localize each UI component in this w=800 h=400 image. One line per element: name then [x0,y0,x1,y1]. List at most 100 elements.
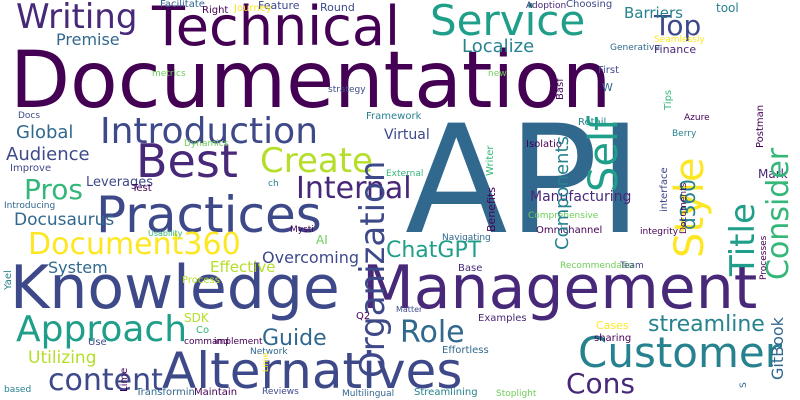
word-navigating: Documents [679,182,689,234]
word-metrics: Adoption [526,1,567,11]
word-right: Barriers [624,4,683,22]
word-adoption: Components [552,136,573,250]
word-chatgpt: Title [723,203,763,276]
word-yael: S [739,382,749,388]
word-finance: Choosing [566,0,613,10]
word-style: Q2 [356,311,371,322]
word-ai: Mark [758,167,788,181]
word-system: Writing [16,0,138,37]
word-process: sharing [594,333,632,344]
word-overcoming: Audience [6,144,90,165]
word-barriers: Utilizing [28,348,97,368]
word-azure: new [488,69,507,79]
word-transformin: Base [458,263,483,274]
word-top: Pros [24,173,84,206]
word-choosing: Premise [56,30,120,49]
word-api: API [405,94,643,268]
word-based: Omnichannel [536,225,603,236]
word-facilitate: GitBook [768,317,787,380]
word-sdk: Virtual [384,127,430,143]
word-benefits: Reviews [262,387,299,397]
word-effective: Localize [462,36,535,57]
word-cases: Mysti [290,225,314,235]
word-implement: Processes [759,235,769,280]
word-reviews: Team [620,261,644,271]
word-omnichannel: Improve [10,163,52,174]
word-effortless: Yael [3,270,14,290]
word-localize: streamline [648,312,765,337]
word-manufacturing: Postman [755,104,766,148]
word-use: External [386,169,424,179]
word-generative: tool [716,1,739,15]
word-internal: Role [400,315,465,350]
word-leverages: Framework [366,111,422,122]
word-new: Facilitate [160,0,205,10]
word-title: Cases [596,319,629,332]
word-first: Right [202,5,229,16]
word-gitbook: Network [250,347,288,357]
word-consider: Examples [478,313,527,324]
word-streamlining: SDK [184,311,209,325]
word-mark: W [602,81,613,94]
word-create: Create [260,141,373,181]
word-s: Process [182,275,220,286]
word-self: command [184,337,229,347]
word-recommendatio: Test [132,183,152,194]
word-introduction: Introduction [100,111,319,152]
word-management: Management [362,253,758,323]
word-global: Guide [262,326,327,351]
word-docusaurus: System [48,258,108,277]
word-examples: Introducing [4,201,56,211]
word-streamline: Cons [566,367,636,400]
word-framework: Finance [654,43,697,56]
word-stoplight: Co [196,325,210,336]
word-mysti: Isolatio [526,139,563,150]
word-organization: Matter [396,305,423,314]
word-documentation: Documentation [10,36,612,126]
word-ch: Retail [578,117,607,128]
word-audience: ChatGPT [386,238,482,263]
word-alternatives: Alternatives [162,342,463,400]
word-q2: AI [316,233,328,247]
word-knowledge: Knowledge [10,253,340,323]
word-external: Azure [684,113,710,123]
word-service: Service [430,0,586,45]
word-usability: Writer [485,145,496,176]
word-journey: Feature [258,0,300,12]
word-strategy: Generative [610,43,660,53]
word-integrity: interface [659,167,670,212]
word-round: Overcoming [262,248,360,267]
word-cons: content [48,363,163,398]
word-base: Leverages [86,175,154,190]
word-isolatio: Docs [18,111,41,121]
word-maintain: Recommendatio [560,261,634,271]
word-team: ch [268,179,279,189]
word-d360: implement [214,337,263,347]
word-writing: Organization [353,160,393,378]
word-vs: Self [581,116,627,192]
word-test: Basf [555,78,566,100]
word-w: Journey [234,3,272,14]
word-seamlessly: Round [320,1,355,14]
word-practices: Practices [96,186,322,244]
word-feature: Docusaurus [14,210,115,230]
word-best: Best [136,134,238,188]
word-postman: Transformin [136,387,195,398]
word-docs: Seamlessly [654,35,705,45]
word-retail: metrics [152,69,186,79]
word-sharing: Comprehensive [528,211,599,221]
word-tool: Effective [210,258,276,276]
word-documents: Streamlining [414,387,478,398]
word-virtual: Berry [672,129,697,139]
word-approach: Approach [16,309,188,350]
word-multilingual: Use [88,337,107,348]
word-command: integrity [640,227,679,237]
word-matter: Usability [148,229,183,238]
word-network: Navigating [442,233,491,243]
word-document360: Document360 [28,227,241,262]
word-basf: Lime [119,367,130,392]
word-pros: Internal [296,171,412,206]
word-improve: strategy [328,85,366,95]
word-lime: Lime [261,352,270,372]
